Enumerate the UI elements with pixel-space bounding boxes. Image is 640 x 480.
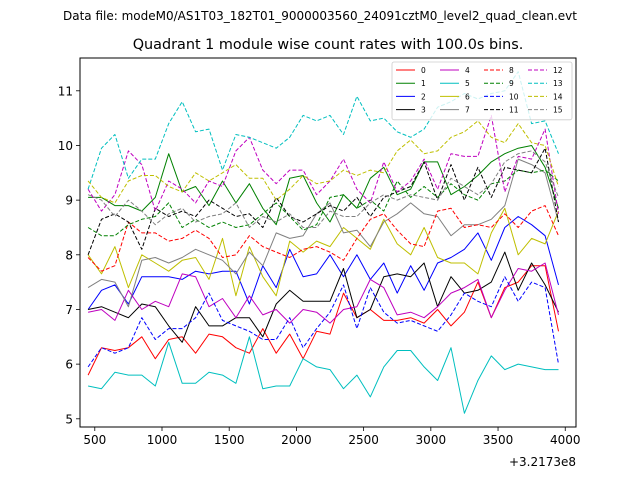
legend-box — [391, 61, 573, 121]
series-line-2 — [87, 216, 559, 310]
y-tick-label: 9 — [65, 194, 73, 208]
x-tick-label: 3000 — [416, 433, 447, 447]
series-line-15 — [87, 150, 559, 228]
legend-label-0: 0 — [421, 66, 426, 75]
series-line-3 — [87, 251, 559, 343]
series-line-12 — [87, 114, 559, 214]
legend-label-10: 10 — [509, 92, 519, 101]
series-line-5 — [88, 336, 559, 414]
series-line-9 — [87, 169, 559, 237]
x-axis-offset-label: +3.2173e8 — [509, 455, 576, 469]
series-line-0 — [87, 265, 559, 376]
x-tick-label: 1500 — [214, 433, 245, 447]
series-line-8 — [87, 205, 559, 272]
legend-label-8: 8 — [509, 66, 514, 75]
x-tick-label: 3500 — [483, 433, 514, 447]
legend-label-7: 7 — [465, 106, 470, 115]
series-line-7 — [87, 158, 559, 308]
y-tick-label: 8 — [65, 248, 73, 262]
legend-label-11: 11 — [509, 106, 519, 115]
series-line-14 — [87, 120, 559, 204]
y-tick-label: 7 — [65, 303, 73, 317]
x-tick-label: 500 — [83, 433, 106, 447]
legend-label-6: 6 — [465, 92, 470, 101]
chart-title: Quadrant 1 module wise count rates with … — [133, 37, 524, 53]
legend-label-13: 13 — [553, 79, 563, 88]
series-line-10 — [87, 276, 559, 368]
series-layer — [87, 71, 559, 414]
x-tick-label: 2500 — [348, 433, 379, 447]
series-line-4 — [88, 262, 559, 324]
data-file-label: Data file: modeM0/AS1T03_182T01_90000035… — [63, 9, 577, 23]
legend-label-4: 4 — [465, 66, 470, 75]
y-tick-label: 6 — [65, 358, 73, 372]
legend-label-3: 3 — [421, 106, 426, 115]
legend-label-9: 9 — [509, 79, 514, 88]
x-axis: 500 1000 1500 2000 2500 3000 3500 4000 — [83, 427, 581, 447]
y-axis: 5 6 7 8 9 10 11 — [58, 84, 80, 426]
x-tick-label: 1000 — [147, 433, 178, 447]
y-tick-label: 5 — [65, 412, 73, 426]
series-line-1 — [88, 145, 559, 226]
x-tick-label: 4000 — [550, 433, 581, 447]
legend-label-15: 15 — [553, 106, 563, 115]
legend-label-2: 2 — [421, 92, 426, 101]
series-line-6 — [87, 207, 559, 297]
legend-label-5: 5 — [465, 79, 470, 88]
y-tick-label: 11 — [58, 84, 73, 98]
legend-label-1: 1 — [421, 79, 426, 88]
legend-label-12: 12 — [553, 66, 563, 75]
y-tick-label: 10 — [58, 139, 73, 153]
legend-label-14: 14 — [553, 92, 563, 101]
x-tick-label: 2000 — [281, 433, 312, 447]
series-line-11 — [87, 147, 559, 255]
